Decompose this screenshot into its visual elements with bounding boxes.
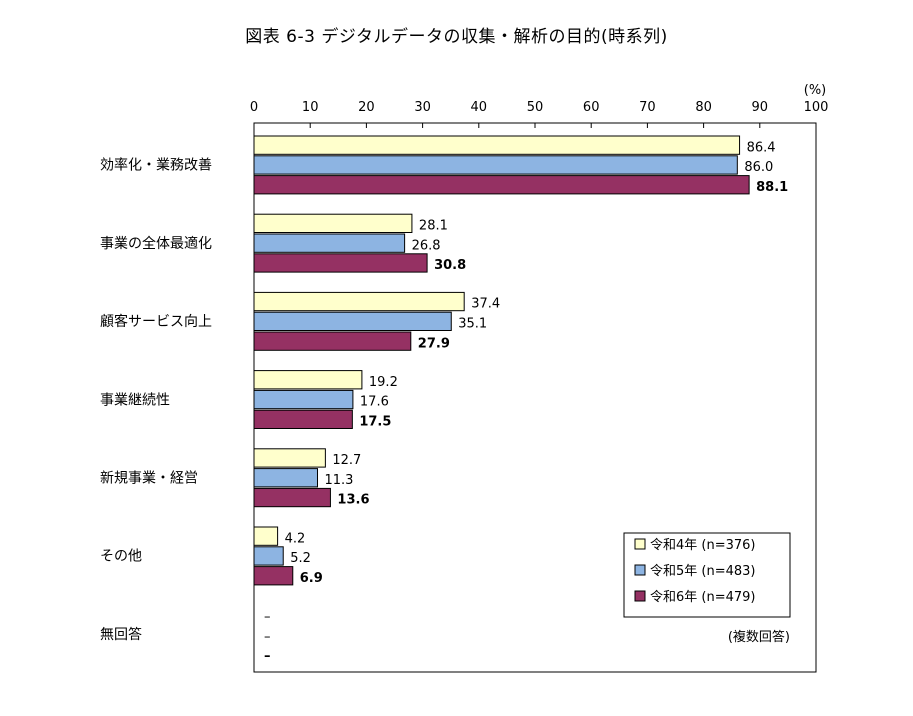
bar <box>253 233 406 253</box>
note-text: (複数回答) <box>728 629 790 645</box>
legend-entry: 令和4年 (n=376) <box>650 538 756 553</box>
bar <box>253 331 412 351</box>
x-tick-label: 80 <box>695 100 712 115</box>
legend-swatch <box>634 564 646 576</box>
category-label: その他 <box>100 549 142 565</box>
bar <box>253 526 279 546</box>
value-label: 17.6 <box>360 395 389 410</box>
legend-entry: 令和5年 (n=483) <box>650 564 756 579</box>
legend-swatch <box>634 590 646 602</box>
value-label: 35.1 <box>458 317 487 332</box>
value-labels: 86.4 86.0 88.1 28.1 26.8 30.8 37.4 35.1 27.9 19.2… <box>264 140 788 664</box>
plot-area <box>253 122 817 673</box>
value-label: 11.3 <box>325 473 354 488</box>
value-label: 6.9 <box>300 571 323 586</box>
legend-entry: 令和6年 (n=479) <box>650 590 756 605</box>
value-label: 19.2 <box>369 375 398 390</box>
x-tick-label: 90 <box>752 100 769 115</box>
value-label: 5.2 <box>290 551 311 566</box>
x-tick-label: 20 <box>358 100 375 115</box>
x-tick-label: 70 <box>639 100 656 115</box>
value-label: 28.1 <box>419 219 448 234</box>
value-label: 88.1 <box>756 180 788 195</box>
unit-label: (%) <box>804 83 827 98</box>
value-label: – <box>264 610 271 625</box>
value-label: 4.2 <box>285 531 306 546</box>
category-label: 無回答 <box>100 626 142 643</box>
x-tick-label: 50 <box>527 100 544 115</box>
x-tick-label: 60 <box>583 100 600 115</box>
value-label: – <box>264 649 271 664</box>
x-tick-label: 30 <box>414 100 431 115</box>
legend: 令和4年 (n=376) 令和5年 (n=483) 令和6年 (n=479) <box>623 532 791 618</box>
x-tick-label: 10 <box>302 100 319 115</box>
value-label: 27.9 <box>418 336 450 351</box>
bar <box>253 409 353 430</box>
value-label: 37.4 <box>471 297 500 312</box>
bar <box>253 253 428 273</box>
value-label: 26.8 <box>412 238 441 253</box>
bar <box>253 487 331 508</box>
category-label: 効率化・業務改善 <box>100 157 212 174</box>
value-label: 13.6 <box>337 493 369 508</box>
bar <box>253 448 326 468</box>
x-axis-ticks: 0 10 20 30 40 50 60 70 80 90 100 <box>250 100 829 128</box>
bar <box>253 291 465 312</box>
value-label: 86.0 <box>744 160 773 175</box>
category-label: 新規事業・経営 <box>100 471 198 487</box>
category-label: 事業の全体最適化 <box>100 235 212 252</box>
bar <box>253 468 319 488</box>
bar <box>253 155 738 175</box>
bars <box>253 135 750 586</box>
bar <box>253 546 284 566</box>
value-label: 30.8 <box>434 258 466 273</box>
value-label: 12.7 <box>332 453 361 468</box>
legend-box <box>623 532 791 618</box>
bar <box>253 175 750 195</box>
bar <box>253 135 741 155</box>
bar <box>253 370 363 390</box>
legend-swatch <box>634 538 646 550</box>
bar <box>253 311 452 332</box>
x-tick-label: 100 <box>804 100 829 115</box>
category-label: 事業継続性 <box>100 391 170 408</box>
value-label: 86.4 <box>747 140 776 155</box>
value-label: – <box>264 629 271 644</box>
category-label: 顧客サービス向上 <box>100 313 212 330</box>
value-label: 17.5 <box>359 415 391 430</box>
bar <box>253 213 413 233</box>
x-tick-label: 40 <box>471 100 488 115</box>
chart-title: 図表 6-3 デジタルデータの収集・解析の目的(時系列) <box>245 27 668 47</box>
category-labels: 効率化・業務改善事業の全体最適化顧客サービス向上事業継続性新規事業・経営その他無… <box>100 157 212 643</box>
bar <box>253 566 294 586</box>
x-tick-label: 0 <box>250 100 258 115</box>
bar <box>253 389 354 410</box>
